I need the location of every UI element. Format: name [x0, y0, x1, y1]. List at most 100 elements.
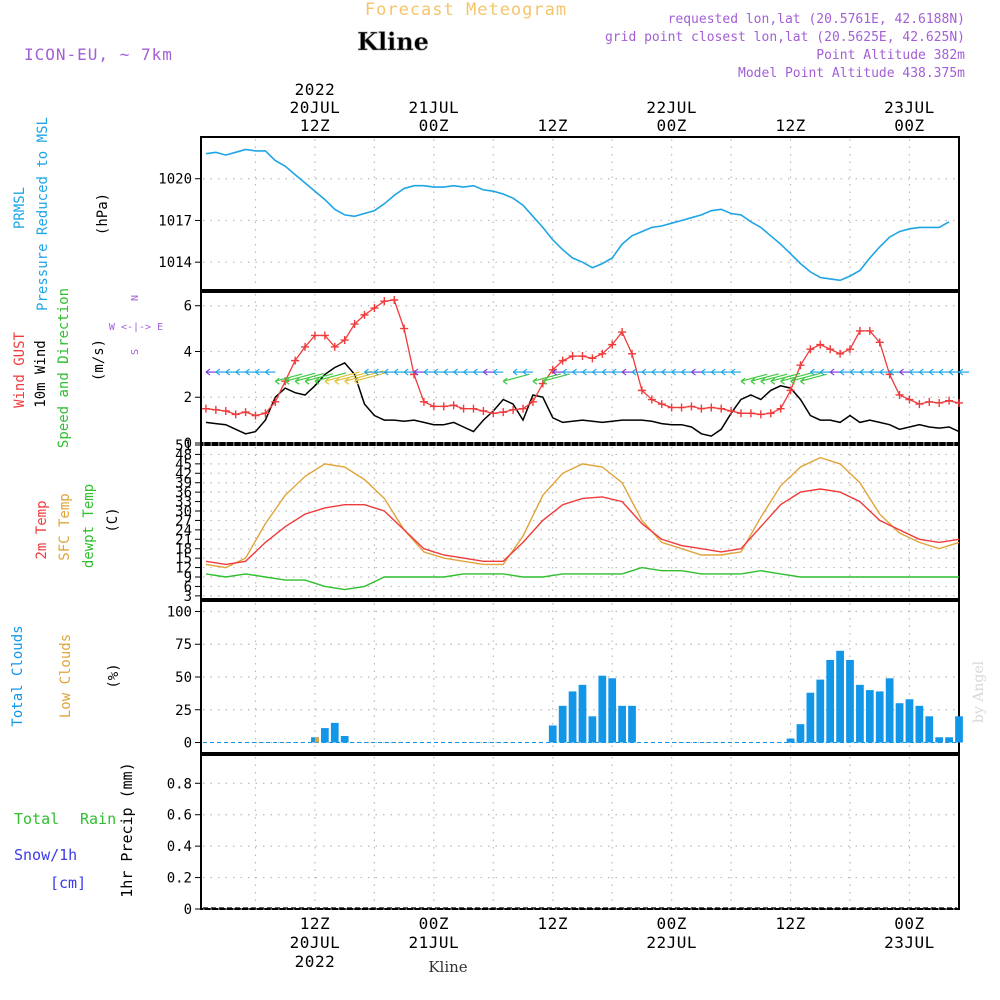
total-cloud-bar [856, 684, 864, 743]
wind-gust-marker [528, 397, 537, 406]
temperature-ytick-label: 18 [175, 542, 192, 558]
temp-sfc-label: SFC Temp [57, 493, 73, 560]
total-cloud-bar [945, 737, 953, 743]
wind-gust-marker [598, 349, 607, 358]
wind-gust-marker [271, 397, 280, 406]
wind-gust-marker [657, 400, 666, 409]
wind-gust-marker [419, 397, 428, 406]
wind-arrow-head [393, 368, 399, 376]
total-cloud-bar [935, 737, 944, 743]
wind-arrow-head [611, 368, 617, 376]
wind-arrow-head [740, 377, 746, 385]
wind-arrow-head [413, 368, 419, 376]
model-altitude: Model Point Altitude 438.375m [738, 66, 965, 81]
wind-direction-arrow [750, 373, 779, 382]
wind-arrow-head [433, 368, 439, 376]
temperature-ytick-label: 6 [184, 579, 192, 595]
wind-gust-marker [697, 404, 706, 413]
wind-arrow-head [255, 368, 260, 376]
bottom-time-label: 00Z [419, 914, 449, 933]
temp-ylabels: 2m Temp SFC Temp dewpt Temp (C) [34, 484, 121, 568]
temperature-ytick-label: 33 [175, 495, 192, 511]
wind-arrow-head [304, 377, 310, 385]
wind-gust-marker [201, 404, 210, 413]
total-cloud-bar [608, 678, 617, 743]
wind-arrow-head [265, 368, 270, 376]
top-time-label: 20JUL [290, 98, 341, 117]
wind-direction-arrow [790, 372, 821, 382]
wind-arrow-head [215, 368, 221, 376]
wind-arrow-head [770, 377, 776, 385]
clouds-ytick-label: 100 [167, 604, 192, 620]
wind-gust-marker [231, 410, 240, 419]
wind-arrow-head [374, 368, 379, 376]
wind-gust-marker [895, 390, 904, 399]
wind-direction-arrow [275, 373, 303, 382]
bottom-time-label: 20JUL [290, 933, 341, 952]
total-clouds-label: Total Clouds [10, 625, 26, 726]
wind-arrow-head [671, 368, 677, 376]
wind-gust-marker [608, 340, 617, 349]
temperature-ytick-label: 21 [175, 532, 192, 548]
hpa-label: (hPa) [95, 193, 111, 235]
temp-2m-label: 2m Temp [34, 500, 50, 559]
wind-panel: 0 2 4 6 [184, 291, 969, 452]
wind-gust-marker [806, 345, 815, 354]
pressure-ytick-label: 1017 [158, 213, 192, 229]
temperature-ytick-label: 48 [175, 447, 192, 463]
top-time-label: 2022 [295, 80, 336, 99]
wind-arrow-head [473, 368, 478, 376]
wind-direction-arrow [294, 372, 324, 382]
top-time-label: 00Z [419, 116, 449, 135]
total-cloud-bar [786, 738, 795, 743]
wind-arrow-head [859, 368, 865, 376]
sfc-temp-line [205, 456, 960, 569]
temp-c-label: (C) [105, 507, 121, 532]
wind-arrow-head [889, 368, 895, 376]
wind-arrow-head [760, 377, 766, 385]
pressure-panel: 1014 1017 1020 [158, 136, 960, 291]
wind-gust-marker [558, 356, 567, 365]
wind-direction-arrow [780, 372, 812, 382]
bottom-time-label: 00Z [656, 914, 686, 933]
wind-arrow-head [810, 368, 815, 376]
temperature-ytick-label: 15 [175, 551, 192, 567]
wind-gust-marker [519, 404, 528, 413]
bottom-time-label: 12Z [300, 914, 330, 933]
wind-arrow-head [463, 368, 468, 376]
wind-direction-arrow [740, 373, 768, 382]
wind-arrow-head [701, 368, 706, 376]
dewpoint-line [205, 566, 959, 591]
wind-arrow-head [710, 368, 716, 376]
total-cloud-bar [598, 675, 607, 743]
wind-gust-marker [637, 386, 646, 395]
wind-arrow-head [492, 368, 498, 376]
total-cloud-bar [905, 699, 914, 743]
wind-arrow-head [274, 377, 280, 385]
wind-arrow-head [205, 368, 211, 376]
total-cloud-bar [846, 659, 854, 743]
wind-ytick-label: 0 [184, 436, 192, 452]
wind-gust-marker [429, 402, 438, 411]
wind-arrow-head [681, 368, 686, 376]
wind-arrow-head [483, 368, 488, 376]
wind-gust-marker [667, 403, 676, 412]
wind-direction-arrow [760, 373, 788, 382]
wind-gust-marker [320, 331, 329, 340]
wind-gust-marker [330, 342, 339, 351]
wind-gust-marker [717, 404, 726, 413]
wind-arrow-head [592, 368, 597, 376]
wind-gust-marker [241, 408, 250, 417]
precipitation-ytick-label: 0.2 [167, 871, 192, 887]
wind-gust-marker [449, 401, 458, 410]
wind-arrow-head [601, 368, 607, 376]
total-cloud-bar [955, 716, 963, 743]
wind-arrow-head [552, 368, 558, 376]
wind-arrow-head [730, 368, 736, 376]
wind-direction-arrow [542, 373, 571, 382]
wind-gust-marker [955, 398, 963, 407]
snow-label: Snow/1h [14, 846, 77, 864]
clouds-panel: 0 25 50 75 100 [167, 600, 963, 754]
wind-arrow-head [294, 377, 300, 385]
wind-arrow-head [245, 368, 250, 376]
